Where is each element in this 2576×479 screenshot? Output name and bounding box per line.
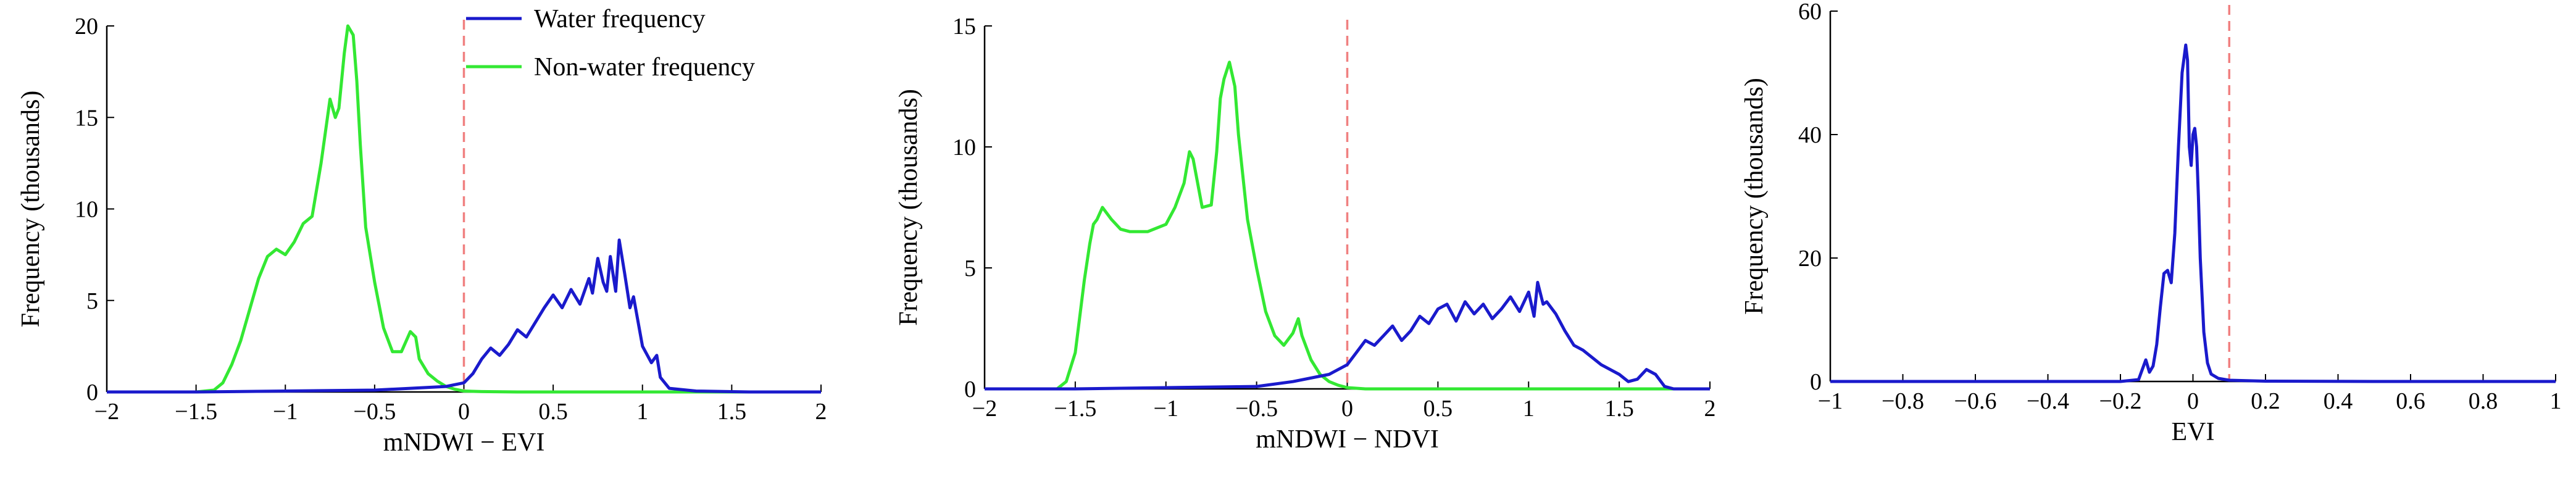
legend: Water frequency Non-water frequency	[466, 5, 755, 81]
x-tick-label: 2	[1704, 396, 1716, 422]
y-tick-label: 60	[1798, 0, 1822, 25]
x-axis-label: mNDWI − EVI	[383, 428, 545, 457]
y-tick-label: 20	[75, 14, 98, 40]
chart-panel-2: −2 −1.5 −1 −0.5 0 0.5 1 1.5 2 0 5 10 15 mNDWI − NDVI F…	[894, 14, 1716, 454]
y-axis-label: Frequency (thousands)	[894, 89, 923, 326]
x-axis-label: EVI	[2172, 418, 2215, 446]
x-tick-label: 1	[2550, 388, 2562, 414]
x-tick-label: 0	[1341, 396, 1353, 422]
x-tick-label: −1.5	[1054, 396, 1096, 422]
y-axis-label: Frequency (thousands)	[17, 91, 45, 328]
series-line-non-water-frequency	[107, 24, 821, 394]
x-tick-label: −0.2	[2099, 388, 2142, 414]
y-tick-label: 15	[75, 105, 98, 131]
x-tick-label: 1.5	[1604, 396, 1634, 422]
x-tick-label: 0.2	[2251, 388, 2280, 414]
x-tick-label: 0.6	[2396, 388, 2425, 414]
x-tick-label: −0.4	[2027, 388, 2069, 414]
y-tick-label: 0	[1810, 369, 1822, 395]
series-line-water-frequency	[985, 281, 1710, 391]
x-tick-label: 0.8	[2469, 388, 2498, 414]
y-tick-label: 5	[964, 256, 976, 281]
x-tick-label: −0.6	[1954, 388, 1997, 414]
x-tick-label: 1.5	[717, 399, 747, 425]
legend-label: Non-water frequency	[534, 53, 755, 81]
x-tick-label: −0.5	[1235, 396, 1278, 422]
y-axis-label: Frequency (thousands)	[1740, 78, 1769, 315]
y-tick-label: 10	[952, 135, 976, 160]
x-tick-label: −0.5	[353, 399, 396, 425]
x-tick-label: −2	[972, 396, 997, 422]
y-tick-label: 40	[1798, 122, 1822, 148]
x-tick-label: 0	[2187, 388, 2199, 414]
x-axis-label: mNDWI − NDVI	[1256, 425, 1439, 454]
x-tick-label: −1.5	[175, 399, 217, 425]
x-tick-label: 0.5	[538, 399, 568, 425]
x-tick-label: −1	[273, 399, 298, 425]
legend-label: Water frequency	[534, 5, 706, 33]
x-tick-label: 1	[1523, 396, 1535, 422]
x-tick-label: 0.4	[2324, 388, 2353, 414]
y-tick-label: 5	[86, 288, 98, 314]
series-line-water-frequency	[1830, 43, 2556, 383]
x-tick-label: −1	[1154, 396, 1178, 422]
y-tick-label: 20	[1798, 246, 1822, 272]
x-tick-label: 2	[815, 399, 827, 425]
y-tick-label: 0	[86, 380, 98, 406]
x-tick-label: −0.8	[1882, 388, 1924, 414]
x-tick-label: −1	[1818, 388, 1843, 414]
x-tick-label: 0.5	[1423, 396, 1453, 422]
x-tick-label: 1	[636, 399, 648, 425]
y-tick-label: 10	[75, 197, 98, 223]
y-tick-label: 0	[964, 377, 976, 402]
y-tick-label: 15	[952, 14, 976, 40]
series-line-water-frequency	[107, 238, 821, 394]
chart-panel-3: −1 −0.8 −0.6 −0.4 −0.2 0 0.2 0.4 0.6 0.8 1 0 20 40 60 E…	[1740, 0, 2562, 446]
x-tick-label: 0	[458, 399, 470, 425]
x-tick-label: −2	[94, 399, 119, 425]
series-line-non-water-frequency	[985, 60, 1710, 391]
